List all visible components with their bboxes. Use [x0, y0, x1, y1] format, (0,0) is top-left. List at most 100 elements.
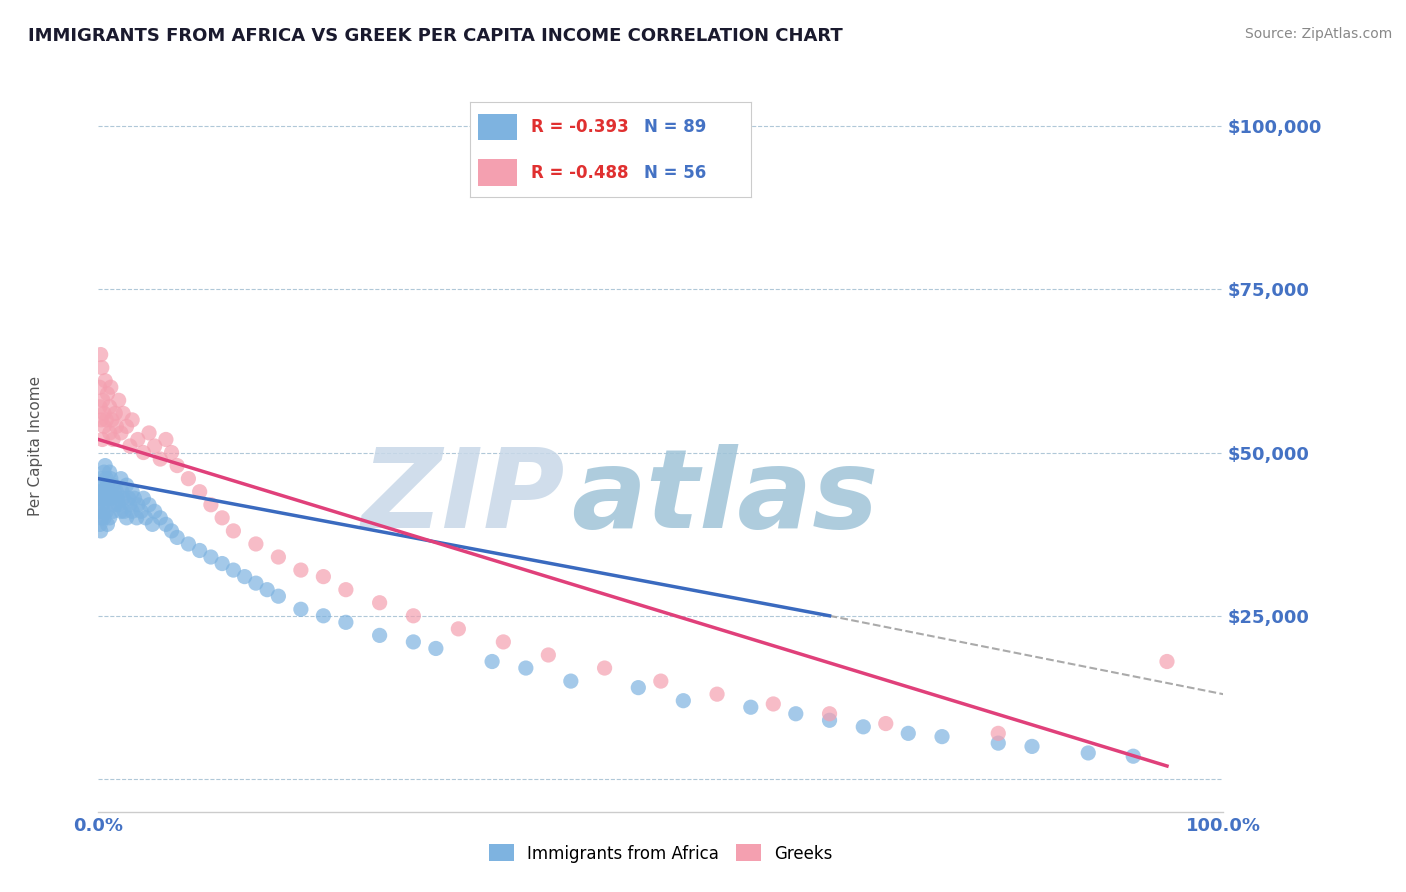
Point: [875, 716, 897, 731]
Point: [89, 504, 111, 518]
Point: [98, 465, 121, 479]
Point: [124, 491, 146, 506]
Point: [90, 347, 112, 362]
Point: [104, 498, 127, 512]
Point: [94, 374, 117, 388]
Point: [593, 661, 616, 675]
Point: [107, 393, 129, 408]
Point: [91, 433, 114, 447]
Point: [987, 736, 1010, 750]
Point: [89, 491, 111, 506]
Point: [233, 569, 256, 583]
Point: [818, 714, 841, 728]
Point: [90, 491, 112, 506]
Point: [188, 484, 211, 499]
Point: [335, 615, 357, 630]
Point: [368, 628, 391, 642]
Point: [118, 498, 141, 512]
Text: ZIP: ZIP: [361, 443, 565, 550]
Point: [121, 504, 143, 518]
Point: [98, 400, 121, 414]
Legend: Immigrants from Africa, Greeks: Immigrants from Africa, Greeks: [482, 838, 839, 869]
Point: [125, 511, 148, 525]
Point: [118, 491, 141, 506]
Point: [96, 413, 118, 427]
Point: [762, 697, 785, 711]
Point: [111, 484, 134, 499]
Point: [101, 413, 124, 427]
Point: [160, 445, 183, 459]
Point: [335, 582, 357, 597]
Point: [135, 511, 157, 525]
Point: [100, 472, 122, 486]
Point: [627, 681, 650, 695]
Point: [818, 706, 841, 721]
Point: [129, 504, 152, 518]
Text: IMMIGRANTS FROM AFRICA VS GREEK PER CAPITA INCOME CORRELATION CHART: IMMIGRANTS FROM AFRICA VS GREEK PER CAPI…: [28, 27, 842, 45]
Point: [740, 700, 762, 714]
Point: [89, 484, 111, 499]
Point: [93, 419, 115, 434]
Point: [312, 608, 335, 623]
Point: [402, 608, 425, 623]
Point: [211, 511, 233, 525]
Point: [101, 491, 124, 506]
Point: [852, 720, 875, 734]
Point: [93, 484, 115, 499]
Point: [96, 504, 118, 518]
Point: [1077, 746, 1099, 760]
Point: [560, 674, 582, 689]
Point: [93, 491, 115, 506]
Point: [188, 543, 211, 558]
Point: [91, 393, 114, 408]
Point: [94, 491, 117, 506]
Point: [481, 655, 503, 669]
Point: [91, 504, 114, 518]
Point: [132, 491, 155, 506]
Text: atlas: atlas: [571, 443, 879, 550]
Point: [368, 596, 391, 610]
Point: [101, 433, 124, 447]
Point: [110, 504, 132, 518]
Point: [98, 511, 121, 525]
Text: Source: ZipAtlas.com: Source: ZipAtlas.com: [1244, 27, 1392, 41]
Point: [90, 472, 112, 486]
Point: [110, 425, 132, 440]
Point: [93, 465, 115, 479]
Point: [143, 504, 166, 518]
Point: [90, 360, 112, 375]
Point: [96, 478, 118, 492]
Point: [1122, 749, 1144, 764]
Point: [103, 484, 125, 499]
Point: [107, 491, 129, 506]
Point: [93, 511, 115, 525]
Point: [89, 517, 111, 532]
Point: [101, 504, 124, 518]
Point: [200, 549, 222, 564]
Point: [110, 472, 132, 486]
Point: [425, 641, 447, 656]
Point: [141, 517, 163, 532]
Point: [127, 498, 149, 512]
Point: [94, 458, 117, 473]
Point: [211, 557, 233, 571]
Point: [96, 386, 118, 401]
Point: [155, 517, 177, 532]
Point: [104, 406, 127, 420]
Point: [166, 530, 188, 544]
Point: [160, 524, 183, 538]
Point: [537, 648, 560, 662]
Point: [245, 537, 267, 551]
Point: [121, 484, 143, 499]
Point: [93, 406, 115, 420]
Point: [118, 439, 141, 453]
Point: [245, 576, 267, 591]
Point: [222, 524, 245, 538]
Point: [256, 582, 278, 597]
Point: [90, 524, 112, 538]
Point: [149, 511, 172, 525]
Point: [89, 400, 111, 414]
Point: [492, 635, 515, 649]
Point: [105, 484, 128, 499]
Point: [115, 478, 138, 492]
